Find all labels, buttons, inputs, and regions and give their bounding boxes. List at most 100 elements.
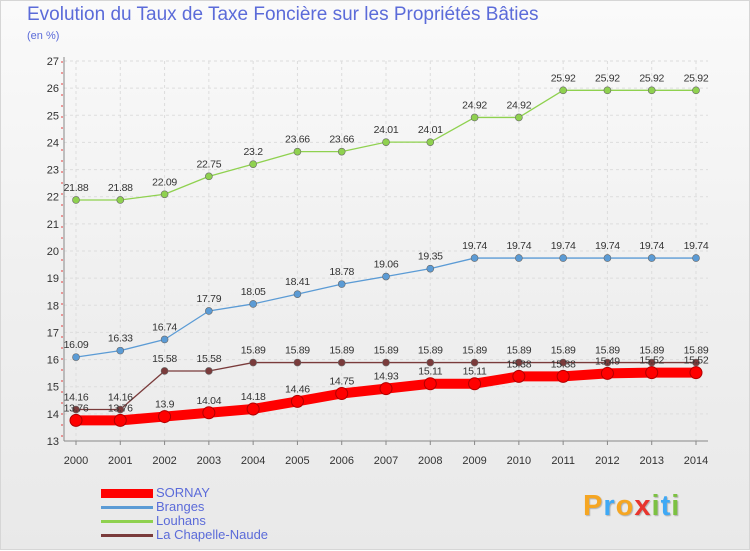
- x-tick-label: 2007: [374, 455, 398, 467]
- logo-letter: o: [615, 490, 635, 522]
- data-point: [512, 369, 526, 383]
- data-label: 15.52: [684, 355, 709, 367]
- y-tick-label: 21: [47, 219, 59, 231]
- data-label: 14.04: [196, 395, 221, 407]
- data-label: 24.01: [418, 124, 443, 136]
- axes: 13 14 15 16 17 18 19 20 21 22 23 24 25 26 27 2000 2001 20…: [47, 56, 708, 467]
- data-point: [600, 366, 614, 380]
- data-point: [290, 394, 304, 408]
- data-point: [337, 147, 346, 156]
- data-label: 14.93: [374, 371, 399, 383]
- data-label: 15.89: [684, 345, 709, 357]
- data-label: 25.92: [595, 72, 620, 84]
- data-point: [692, 254, 700, 262]
- data-point: [426, 358, 435, 367]
- data-point: [559, 358, 567, 367]
- x-tick-label: 2010: [507, 455, 531, 467]
- x-tick-label: 2004: [241, 455, 265, 467]
- data-label: 15.89: [551, 345, 576, 357]
- data-point: [202, 406, 216, 420]
- x-tick-label: 2012: [595, 455, 619, 467]
- data-point: [72, 196, 80, 204]
- data-label: 15.89: [506, 345, 531, 357]
- data-point: [160, 367, 169, 375]
- data-point: [293, 147, 302, 156]
- data-label: 15.58: [152, 353, 177, 365]
- data-label: 24.01: [374, 124, 399, 136]
- y-tick-label: 22: [47, 192, 59, 204]
- data-label: 21.88: [108, 182, 133, 194]
- logo-letter: P: [583, 490, 604, 522]
- data-point: [423, 377, 437, 391]
- data-point: [647, 358, 656, 367]
- data-label: 15.89: [285, 345, 310, 357]
- x-tick-label: 2014: [684, 455, 708, 467]
- y-tick-label: 14: [47, 409, 59, 421]
- y-tick-label: 26: [47, 83, 59, 95]
- y-tick-label: 19: [47, 273, 59, 285]
- y-tick-label: 24: [47, 137, 59, 149]
- data-point: [379, 382, 393, 396]
- y-tick-label: 20: [47, 246, 59, 258]
- data-point: [382, 138, 390, 146]
- data-point: [160, 335, 169, 344]
- data-point: [382, 272, 390, 281]
- data-point: [559, 86, 567, 95]
- data-label: 15.58: [196, 353, 221, 365]
- data-point: [382, 358, 390, 367]
- data-point: [689, 366, 703, 380]
- data-label: 25.92: [684, 72, 709, 84]
- data-label: 14.16: [64, 392, 89, 404]
- x-tick-label: 2002: [152, 455, 176, 467]
- data-point: [559, 254, 567, 262]
- legend-label: SORNAY: [156, 485, 210, 500]
- chart-title: Evolution du Taux de Taxe Foncière sur l…: [27, 4, 539, 25]
- data-point: [556, 369, 570, 383]
- x-tick-label: 2000: [64, 455, 88, 467]
- legend-swatch: [101, 506, 153, 509]
- data-label: 14.18: [241, 391, 266, 403]
- data-point: [293, 290, 302, 298]
- legend-label: La Chapelle-Naude: [156, 527, 269, 542]
- data-label: 25.92: [551, 72, 576, 84]
- data-point: [69, 413, 83, 427]
- data-labels: 21.88 21.88 22.09 22.75 23.2 23.66 23.66 24.01 2…: [64, 72, 710, 414]
- data-point: [603, 254, 612, 262]
- data-label: 14.75: [329, 376, 354, 388]
- data-label: 18.78: [329, 266, 354, 278]
- data-point: [72, 405, 80, 414]
- legend-label: Louhans: [156, 513, 206, 528]
- data-label: 15.89: [418, 345, 443, 357]
- data-label: 15.89: [462, 345, 487, 357]
- data-point: [426, 264, 435, 273]
- data-point: [647, 254, 656, 262]
- x-tick-label: 2009: [462, 455, 486, 467]
- y-tick-label: 27: [47, 56, 59, 68]
- data-point: [113, 413, 127, 427]
- data-label: 19.74: [462, 240, 487, 252]
- x-tick-label: 2005: [285, 455, 309, 467]
- data-label: 23.66: [285, 134, 310, 146]
- logo-letter: r: [603, 490, 616, 522]
- logo-letter: x: [634, 490, 652, 522]
- data-label: 15.38: [506, 358, 531, 370]
- logo-letter: i: [651, 490, 661, 522]
- data-point: [426, 138, 435, 146]
- data-label: 19.74: [684, 240, 709, 252]
- y-tick-label: 17: [47, 327, 59, 339]
- data-point: [116, 346, 125, 355]
- legend-swatch: [101, 489, 153, 498]
- x-tick-label: 2003: [197, 455, 221, 467]
- data-label: 19.74: [639, 240, 664, 252]
- data-point: [337, 358, 346, 367]
- data-point: [647, 86, 656, 95]
- legend-label: Branges: [156, 499, 205, 514]
- y-tick-label: 18: [47, 300, 59, 312]
- data-label: 18.05: [241, 286, 266, 298]
- data-label: 21.88: [64, 182, 89, 194]
- data-label: 18.41: [285, 276, 310, 288]
- data-point: [293, 358, 302, 367]
- data-point: [160, 190, 169, 199]
- data-label: 15.89: [374, 345, 399, 357]
- x-tick-label: 2013: [639, 455, 663, 467]
